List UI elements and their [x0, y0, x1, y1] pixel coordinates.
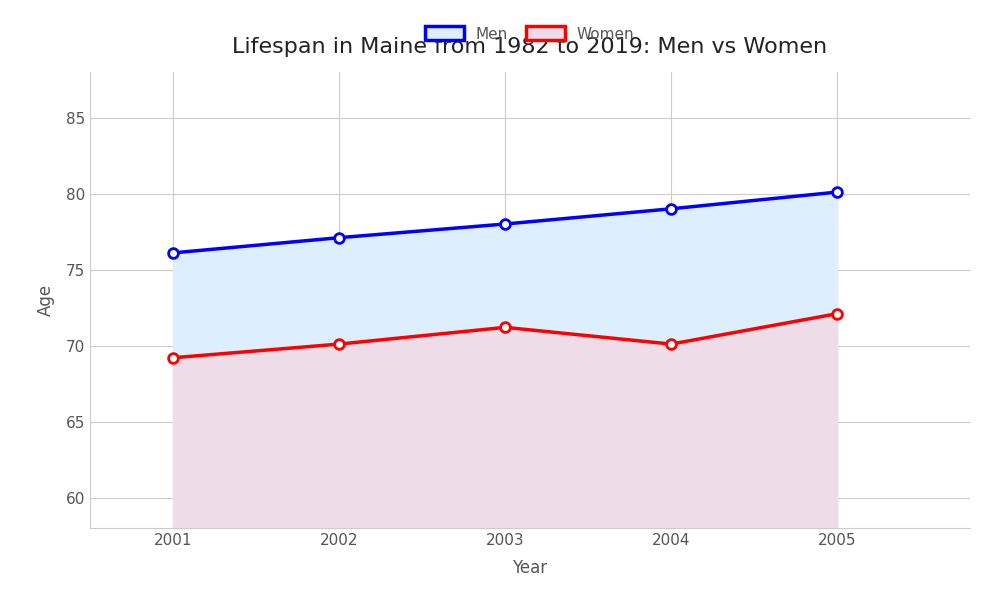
Y-axis label: Age: Age	[37, 284, 55, 316]
X-axis label: Year: Year	[512, 559, 548, 577]
Title: Lifespan in Maine from 1982 to 2019: Men vs Women: Lifespan in Maine from 1982 to 2019: Men…	[232, 37, 828, 56]
Legend: Men, Women: Men, Women	[419, 20, 641, 47]
